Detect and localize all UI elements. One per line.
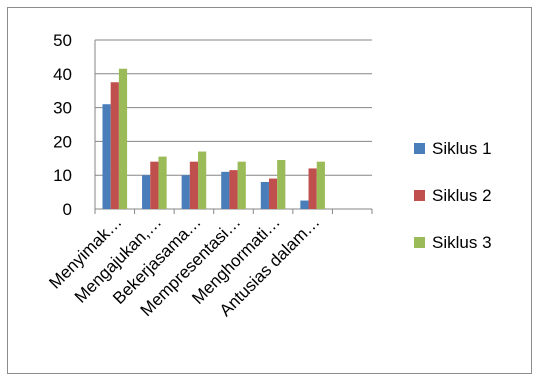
bar — [142, 175, 151, 209]
legend-label: Siklus 2 — [432, 186, 492, 205]
bar — [110, 82, 119, 209]
y-tick-label: 40 — [53, 65, 72, 84]
y-tick-label: 0 — [63, 200, 72, 219]
y-tick-label: 10 — [53, 166, 72, 185]
bar — [260, 181, 269, 209]
bar — [102, 104, 111, 209]
bar — [198, 151, 207, 209]
legend-label: Siklus 3 — [432, 233, 492, 252]
y-tick-label: 20 — [53, 132, 72, 151]
legend-swatch — [414, 237, 425, 248]
legend-swatch — [414, 190, 425, 201]
bar — [300, 200, 309, 209]
bar — [237, 161, 246, 209]
bar — [189, 161, 199, 209]
bar — [316, 161, 325, 209]
bar — [268, 178, 278, 209]
bar — [158, 156, 167, 209]
y-tick-label: 30 — [53, 99, 72, 118]
bar — [118, 68, 128, 209]
bar — [308, 168, 317, 209]
legend-swatch — [414, 143, 425, 154]
bar — [150, 161, 159, 209]
legend-label: Siklus 1 — [432, 139, 492, 158]
y-tick-label: 50 — [53, 31, 72, 50]
bar — [221, 171, 230, 209]
bar — [277, 159, 286, 209]
bar — [181, 175, 190, 209]
bar — [229, 170, 238, 209]
